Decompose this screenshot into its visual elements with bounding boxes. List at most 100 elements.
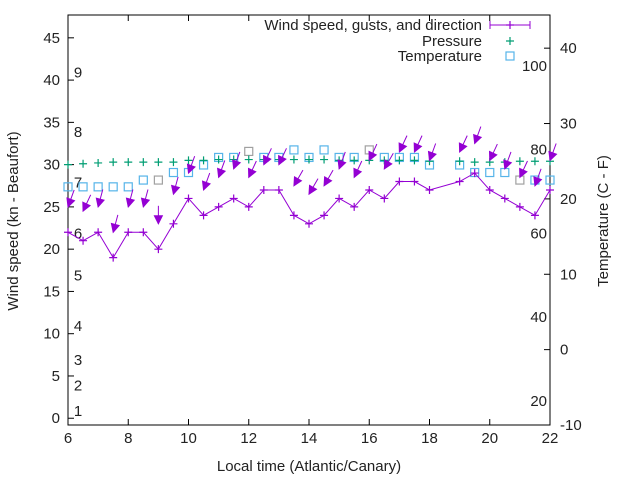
gust-arrow-head <box>232 159 242 170</box>
gust-arrow-head <box>337 159 347 170</box>
gust-arrow-head <box>66 197 76 208</box>
temperature-point <box>123 182 133 192</box>
pressure-point <box>410 156 419 165</box>
pressure-point <box>154 158 163 167</box>
gust-arrow-head <box>519 167 528 179</box>
temperature-point <box>153 175 163 185</box>
x-tick-label: 12 <box>240 430 257 447</box>
y2-tick-label: -10 <box>560 417 582 434</box>
pressure-point <box>184 156 193 165</box>
pressure-point <box>350 156 359 165</box>
temperature-point <box>485 167 495 178</box>
gust-arrow-head <box>293 175 303 187</box>
axes: 6 8 10 12 14 16 18 20 22051015202530354045-10010… <box>43 14 582 447</box>
gust-arrow-head <box>368 150 378 162</box>
wind-speed-point <box>64 228 72 237</box>
pressure-point <box>64 160 72 169</box>
gust-arrow-head <box>217 167 227 179</box>
beaufort-label: 3 <box>74 352 82 369</box>
gust-arrow-head <box>125 197 136 208</box>
beaufort-label: 5 <box>74 268 82 285</box>
gust-arrow-head <box>201 180 211 192</box>
gust-arrow-head <box>413 142 423 153</box>
beaufort-label: 6 <box>74 225 82 242</box>
wind-speed-point <box>500 194 509 203</box>
y-tick-label: 25 <box>43 199 60 216</box>
fahrenheit-label: 60 <box>530 225 547 242</box>
wind-speed-line <box>67 172 551 259</box>
wind-speed-point <box>350 202 359 211</box>
gust-arrow-head <box>323 175 333 187</box>
gust-arrow-head <box>170 184 181 196</box>
gust-arrow-head <box>458 142 468 153</box>
y-tick-label: 30 <box>43 157 60 174</box>
y2-tick-label: 30 <box>560 116 577 133</box>
temperature-point <box>108 182 118 192</box>
x-tick-label: 8 <box>124 430 132 447</box>
x-axis-label: Local time (Atlantic/Canary) <box>217 458 401 475</box>
pressure-point <box>515 157 524 166</box>
temperature-point <box>138 175 148 185</box>
gust-arrow-head <box>308 184 318 196</box>
legend-label-temperature: Temperature <box>398 48 482 65</box>
chart-marks <box>63 126 558 262</box>
pressure-point <box>320 155 329 164</box>
gust-arrow-head <box>398 142 408 153</box>
wind-speed-point <box>109 253 118 262</box>
x-tick-label: 18 <box>421 430 438 447</box>
wind-speed-point <box>244 202 253 211</box>
y2-axis-label: Temperature (C - F) <box>595 155 612 287</box>
temperature-point <box>500 167 510 178</box>
legend-sample-temperature <box>505 51 515 61</box>
gust-arrow-head <box>95 197 105 208</box>
wind-speed-point <box>154 245 163 254</box>
wind-speed-point <box>365 185 374 194</box>
gust-arrow-head <box>427 150 437 162</box>
temperature-point <box>244 146 254 157</box>
wind-speed-point <box>79 236 88 245</box>
temperature-point <box>545 175 555 185</box>
gust-arrow-head <box>278 154 287 166</box>
wind-speed-point <box>124 228 133 237</box>
pressure-point <box>470 158 479 167</box>
wind-speed-point <box>320 211 329 220</box>
pressure-point <box>455 157 464 166</box>
pressure-point <box>139 158 148 167</box>
gust-arrow-head <box>247 167 257 179</box>
fahrenheit-label: 80 <box>530 142 547 159</box>
temperature-point <box>93 182 103 192</box>
y-tick-label: 15 <box>43 283 60 300</box>
wind-speed-point <box>229 194 238 203</box>
wind-speed-point <box>214 202 223 211</box>
y-tick-label: 45 <box>43 30 60 47</box>
pressure-point <box>109 158 118 167</box>
wind-speed-point <box>395 177 404 186</box>
y-tick-label: 40 <box>43 72 60 89</box>
pressure-point <box>289 155 298 164</box>
gust-arrow-head <box>548 150 558 162</box>
wind-speed-point <box>139 228 148 237</box>
y-tick-label: 0 <box>52 410 60 427</box>
gust-arrow-head <box>263 154 272 166</box>
legend-label-wind: Wind speed, gusts, and direction <box>264 17 482 34</box>
pressure-point <box>94 158 103 167</box>
temperature-point <box>168 167 179 178</box>
pressure-point <box>395 156 404 165</box>
wind-speed-point <box>184 194 193 203</box>
fahrenheit-label: 40 <box>530 309 547 326</box>
legend-sample-pressure <box>506 37 514 45</box>
temperature-point <box>63 182 73 192</box>
y-tick-label: 5 <box>52 368 60 385</box>
gust-arrow-head <box>473 133 483 145</box>
pressure-point <box>169 158 178 167</box>
wind-speed-point <box>455 177 464 186</box>
fahrenheit-label: 20 <box>530 393 547 410</box>
gust-arrow-head <box>503 159 513 170</box>
pressure-point <box>124 158 133 167</box>
wind-speed-point <box>425 185 434 194</box>
y2-tick-label: 20 <box>560 191 577 208</box>
wind-speed-point <box>259 185 268 194</box>
wind-speed-point <box>199 211 208 220</box>
beaufort-label: 7 <box>74 175 82 192</box>
beaufort-label: 1 <box>74 403 82 420</box>
